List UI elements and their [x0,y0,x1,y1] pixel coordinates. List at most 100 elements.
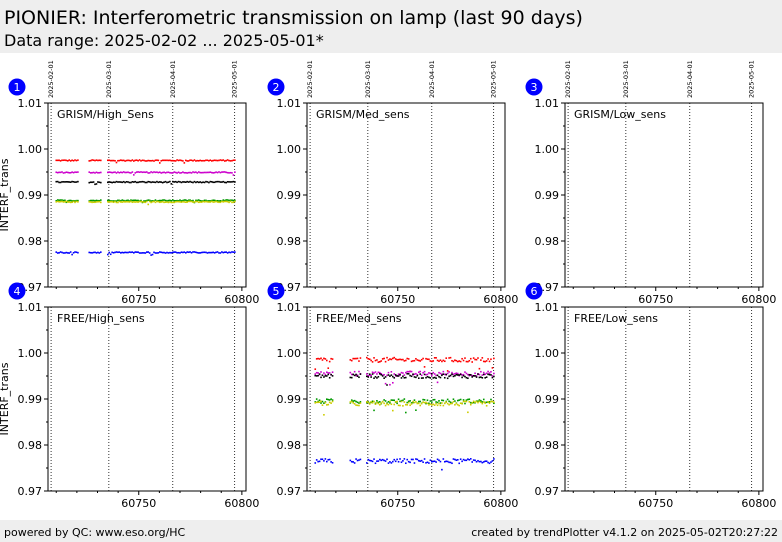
data-point [331,461,334,464]
data-point [199,201,202,203]
data-point [148,200,151,203]
data-point [465,376,468,379]
data-point [177,200,180,203]
data-point [326,371,328,374]
data-point [234,200,236,203]
data-point [394,460,397,463]
data-point [439,402,442,404]
data-point [216,199,219,202]
data-point [419,373,422,375]
data-point [111,171,113,174]
data-point [390,462,393,464]
data-point [387,400,390,403]
data-point [468,459,471,461]
data-point [65,251,68,254]
panel-number: 6 [531,285,538,298]
data-point [392,409,394,412]
data-point [124,160,126,162]
data-point [117,159,119,162]
data-point [435,401,437,403]
data-point [367,376,370,378]
data-point [403,398,406,400]
y-tick-label: 1.01 [277,97,302,110]
data-point [62,172,65,174]
series-black [55,180,236,186]
data-point [359,458,362,461]
data-point [69,251,72,253]
data-point [135,171,138,173]
data-point [399,458,401,460]
data-point [147,251,150,253]
data-point [154,252,157,254]
footer-credit: powered by QC: www.eso.org/HC [4,526,186,539]
data-point [150,181,152,184]
data-point [131,159,134,161]
data-point [58,181,60,184]
data-point [491,400,494,403]
data-point [154,201,157,204]
data-point [206,159,209,162]
data-point [182,199,184,202]
data-point [64,252,66,254]
x-tick-label: 60800 [224,293,259,306]
data-point [195,199,197,202]
data-point [143,200,145,202]
data-point [157,181,160,184]
data-point [167,181,170,183]
data-point [370,401,372,403]
data-point [112,181,115,183]
data-point [77,159,79,161]
data-point [67,160,69,162]
data-point [490,374,492,376]
data-point [218,171,220,173]
data-point [384,404,387,407]
data-point [95,171,98,174]
data-point [487,373,489,376]
data-point [89,201,92,203]
data-point [216,159,219,162]
date-marker-label: 2025-05-01 [748,60,756,98]
data-point [135,199,138,202]
data-point [92,201,95,204]
data-point [164,199,167,202]
data-point [221,200,223,203]
data-point [97,172,99,174]
data-point [138,200,141,203]
data-point [199,199,202,202]
data-point [225,159,227,162]
data-point [394,375,397,377]
data-point [62,181,65,183]
data-point [491,375,494,377]
data-point [130,251,132,254]
data-point [127,251,129,254]
data-point [177,171,180,174]
data-point [112,200,115,202]
data-point [324,375,327,377]
data-point [419,360,422,362]
data-point [186,251,189,253]
data-point [449,461,452,464]
data-point [477,357,479,359]
data-point [314,402,317,404]
data-point [127,171,129,174]
data-point [55,251,58,253]
data-point [89,199,92,202]
data-point [376,401,378,404]
series-yellow [314,400,495,416]
data-point [167,171,170,174]
data-point [145,200,148,203]
data-point [425,357,427,360]
data-point [72,200,75,203]
data-point [409,370,411,373]
data-point [98,181,101,184]
data-point [154,171,157,174]
data-point [195,181,197,184]
data-point [234,159,236,161]
panel-4: 0.97 0.98 0.99 1.00 1.01 60750 60800 FREE/High_… [0,282,259,510]
data-point [358,376,360,379]
data-point [143,159,145,162]
data-point [208,159,210,162]
data-point [314,401,317,403]
data-point [396,458,398,461]
data-point [179,159,181,161]
